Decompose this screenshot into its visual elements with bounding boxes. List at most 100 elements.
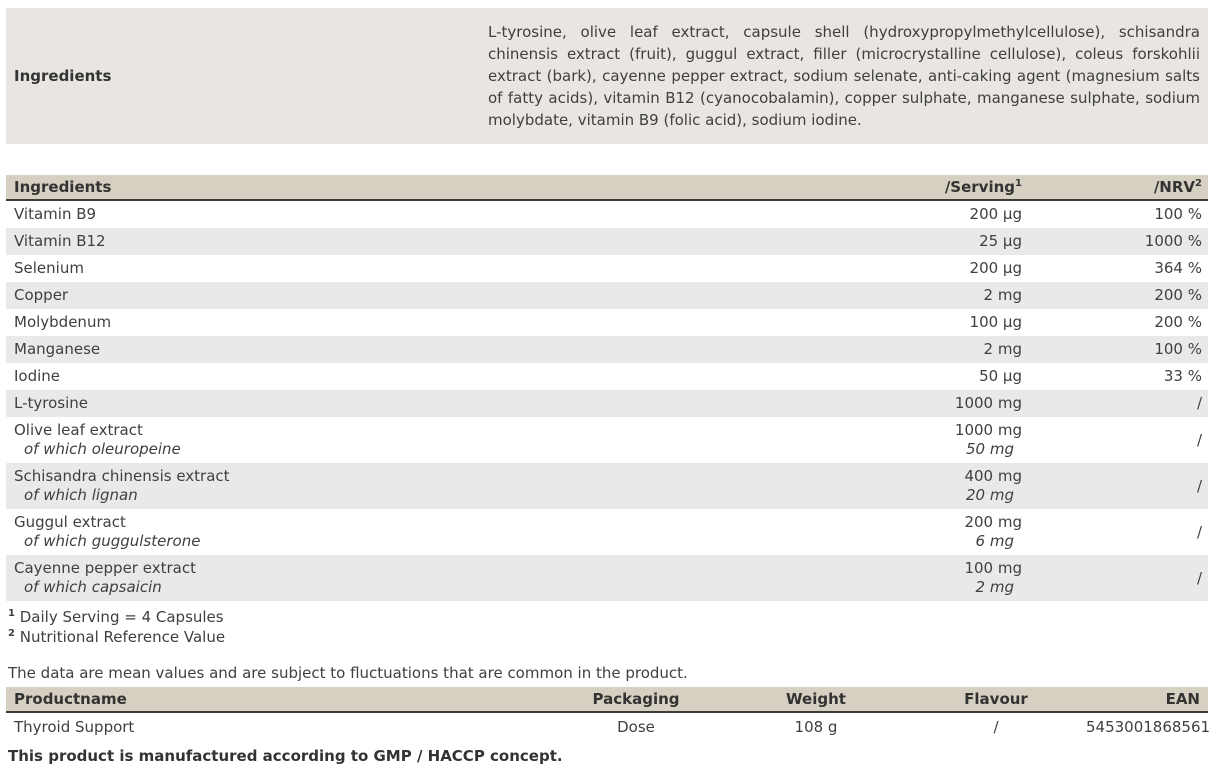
table-row: Selenium 200 µg 364 %	[6, 255, 1208, 282]
table-row: Guggul extract of which guggulsterone 20…	[6, 509, 1208, 555]
nrv-value-cell: 200 %	[1022, 313, 1208, 332]
product-table-header: Productname Packaging Weight Flavour EAN	[6, 687, 1208, 713]
serving-subvalue: 2 mg	[975, 578, 1014, 596]
nutrition-table-body: Vitamin B9 200 µg 100 % Vitamin B12 25 µ…	[6, 201, 1208, 601]
serving-value-cell: 100 mg 2 mg	[782, 559, 1022, 597]
serving-footnote-marker: 1	[1015, 178, 1022, 189]
ingredient-subcomponent: of which oleuropeine	[24, 440, 181, 458]
nrv-value-cell: 100 %	[1022, 340, 1208, 359]
product-weight: 108 g	[794, 718, 838, 736]
nrv-value: 33 %	[1163, 367, 1202, 385]
nrv-value-cell: 33 %	[1022, 367, 1208, 386]
ingredient-name: Copper	[14, 286, 69, 304]
serving-value-cell: 1000 mg 50 mg	[782, 421, 1022, 459]
serving-value: 100 mg	[964, 559, 1022, 577]
nrv-value-cell: 100 %	[1022, 205, 1208, 224]
nrv-value-cell: 364 %	[1022, 259, 1208, 278]
column-header-ean: EAN	[1165, 690, 1200, 708]
serving-value: 25 µg	[979, 232, 1022, 250]
manufacturing-note: This product is manufactured according t…	[8, 747, 563, 765]
serving-value: 2 mg	[983, 340, 1022, 358]
ingredients-list-text: L-tyrosine, olive leaf extract, capsule …	[488, 23, 1200, 129]
product-ean: 5453001868561	[1086, 718, 1211, 736]
ingredient-name: Vitamin B12	[14, 232, 106, 250]
ingredient-subcomponent: of which lignan	[24, 486, 138, 504]
ingredient-name-cell: Vitamin B12	[6, 232, 782, 251]
nrv-value: /	[1196, 394, 1202, 412]
nrv-value: 100 %	[1154, 340, 1202, 358]
column-header-nrv: /NRV2	[1153, 178, 1202, 196]
ingredient-name: Cayenne pepper extract	[14, 559, 196, 577]
ingredient-name: Vitamin B9	[14, 205, 97, 223]
serving-value: 1000 mg	[954, 394, 1022, 412]
ingredient-name: L-tyrosine	[14, 394, 88, 412]
ingredient-name: Iodine	[14, 367, 61, 385]
ingredient-name-cell: L-tyrosine	[6, 394, 782, 413]
ingredient-name-cell: Molybdenum	[6, 313, 782, 332]
serving-value-cell: 25 µg	[782, 232, 1022, 251]
table-row: Manganese 2 mg 100 %	[6, 336, 1208, 363]
nrv-value: 100 %	[1154, 205, 1202, 223]
serving-value-cell: 100 µg	[782, 313, 1022, 332]
serving-value-cell: 200 µg	[782, 259, 1022, 278]
nrv-value-cell: /	[1022, 569, 1208, 588]
table-row: Copper 2 mg 200 %	[6, 282, 1208, 309]
nrv-value: 200 %	[1154, 286, 1202, 304]
serving-value-cell: 2 mg	[782, 286, 1022, 305]
ingredient-name-cell: Olive leaf extract of which oleuropeine	[6, 421, 782, 459]
serving-value: 1000 mg	[954, 421, 1022, 439]
nrv-value: 1000 %	[1144, 232, 1202, 250]
table-row: Iodine 50 µg 33 %	[6, 363, 1208, 390]
ingredient-name-cell: Cayenne pepper extract of which capsaici…	[6, 559, 782, 597]
column-header-ingredients: Ingredients	[14, 178, 112, 196]
ingredient-name: Molybdenum	[14, 313, 112, 331]
table-row: Cayenne pepper extract of which capsaici…	[6, 555, 1208, 601]
column-header-weight: Weight	[786, 690, 846, 708]
ingredient-name: Manganese	[14, 340, 101, 358]
serving-value: 100 µg	[969, 313, 1022, 331]
product-packaging: Dose	[617, 718, 655, 736]
footnotes: 1 Daily Serving = 4 Capsules 2 Nutrition…	[6, 607, 1208, 647]
table-row: Olive leaf extract of which oleuropeine …	[6, 417, 1208, 463]
ingredient-name-cell: Iodine	[6, 367, 782, 386]
footnote-daily-serving: 1 Daily Serving = 4 Capsules	[8, 608, 224, 626]
ingredient-name-cell: Manganese	[6, 340, 782, 359]
table-row: Vitamin B12 25 µg 1000 %	[6, 228, 1208, 255]
nrv-value-cell: /	[1022, 477, 1208, 496]
table-row: L-tyrosine 1000 mg /	[6, 390, 1208, 417]
serving-value: 200 µg	[969, 259, 1022, 277]
serving-value-cell: 200 µg	[782, 205, 1022, 224]
footnote-nrv: 2 Nutritional Reference Value	[8, 628, 226, 646]
product-table: Productname Packaging Weight Flavour EAN…	[6, 687, 1210, 741]
nrv-value: /	[1196, 430, 1202, 449]
table-row: Schisandra chinensis extract of which li…	[6, 463, 1208, 509]
product-flavour: /	[993, 718, 999, 736]
table-row: Molybdenum 100 µg 200 %	[6, 309, 1208, 336]
serving-value-cell: 200 mg 6 mg	[782, 513, 1022, 551]
product-name: Thyroid Support	[14, 718, 135, 736]
ingredient-name: Schisandra chinensis extract	[14, 467, 230, 485]
nutrition-table-header: Ingredients /Serving1 /NRV2	[6, 175, 1208, 201]
serving-value: 400 mg	[964, 467, 1022, 485]
nrv-footnote-marker: 2	[1195, 178, 1202, 189]
nrv-value: /	[1196, 568, 1202, 587]
ingredient-name-cell: Copper	[6, 286, 782, 305]
ingredient-name: Olive leaf extract	[14, 421, 143, 439]
nrv-value: 364 %	[1154, 259, 1202, 277]
ingredient-name: Selenium	[14, 259, 84, 277]
nutrition-table: Ingredients /Serving1 /NRV2 Vitamin B9 2…	[6, 175, 1208, 601]
serving-value: 200 mg	[964, 513, 1022, 531]
column-header-serving: /Serving1	[944, 178, 1022, 196]
nrv-value: /	[1196, 522, 1202, 541]
serving-value: 50 µg	[979, 367, 1022, 385]
ingredient-subcomponent: of which capsaicin	[24, 578, 162, 596]
serving-subvalue: 50 mg	[966, 440, 1014, 458]
product-table-row: Thyroid Support Dose 108 g / 54530018685…	[6, 713, 1210, 741]
serving-value: 2 mg	[983, 286, 1022, 304]
nrv-value: /	[1196, 476, 1202, 495]
ingredient-name: Guggul extract	[14, 513, 126, 531]
nrv-value-cell: /	[1022, 523, 1208, 542]
ingredients-section-label: Ingredients	[14, 67, 112, 85]
serving-value: 200 µg	[969, 205, 1022, 223]
